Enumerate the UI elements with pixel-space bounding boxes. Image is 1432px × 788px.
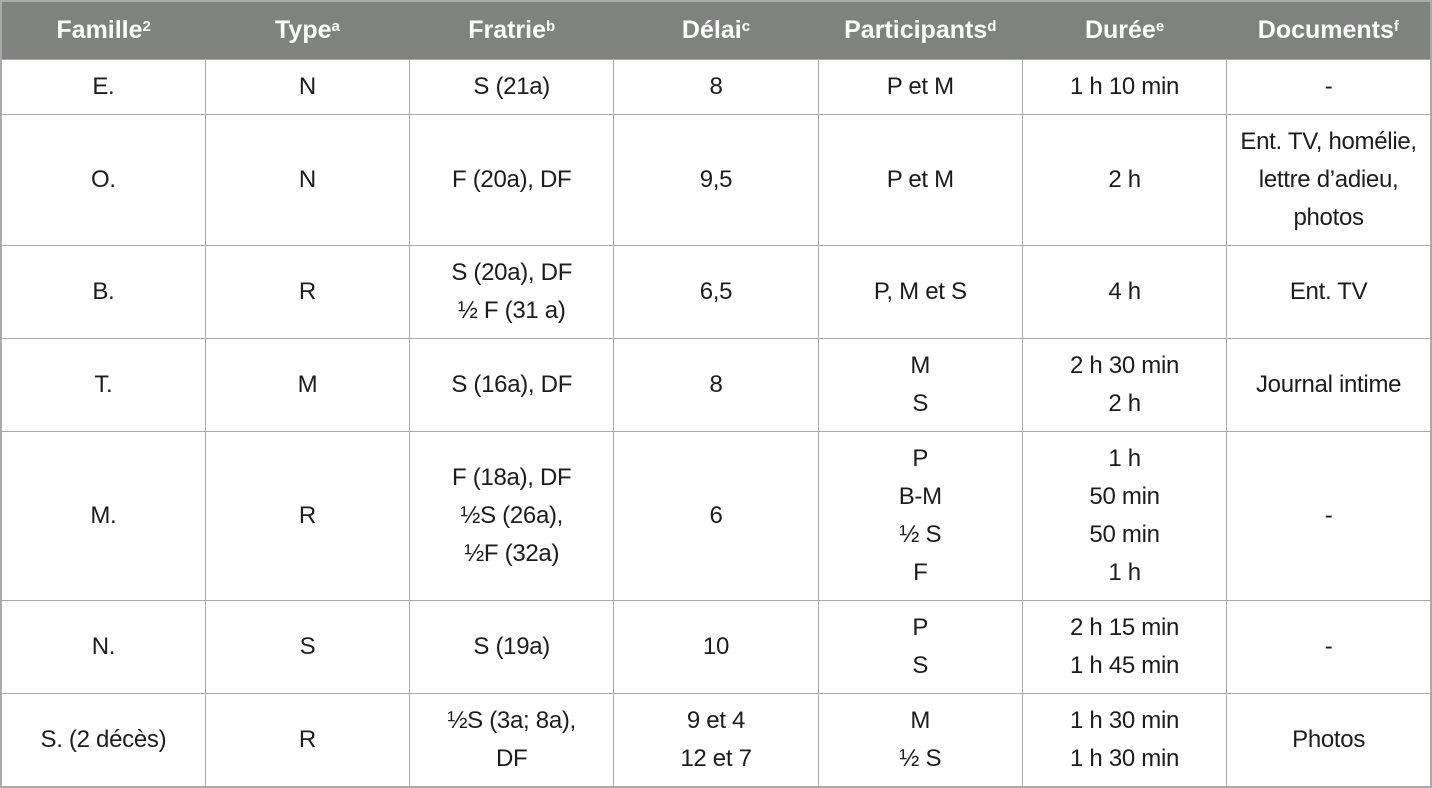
cell-famille: N. (0, 600, 206, 694)
column-header-sup: d (987, 18, 997, 35)
cell-fratrie: ½S (3a; 8a), DF (409, 693, 615, 788)
column-header-sup: b (546, 18, 556, 35)
cell-famille: T. (0, 338, 206, 432)
column-header-participants: Participantsd (818, 1, 1023, 60)
column-header-label: Délai (681, 16, 742, 44)
cell-famille: M. (0, 431, 206, 601)
cell-type: N (204, 114, 411, 246)
cell-famille: B. (0, 245, 206, 339)
cell-fratrie: S (21a) (409, 59, 615, 115)
cell-documents: - (1226, 431, 1432, 601)
cell-delai: 9,5 (613, 114, 819, 246)
column-header-famille: Famille2 (1, 1, 206, 60)
cell-documents: - (1226, 59, 1432, 115)
cell-duree: 2 h (1021, 114, 1228, 246)
column-header-type: Typea (205, 1, 410, 60)
cell-delai: 10 (613, 600, 819, 694)
cell-type: S (204, 600, 411, 694)
cell-delai: 6,5 (613, 245, 819, 339)
cell-fratrie: S (19a) (409, 600, 615, 694)
cell-fratrie: F (20a), DF (409, 114, 615, 246)
table-head: Famille2 Typea Fratrieb Délaic Participantsd… (1, 1, 1431, 60)
cell-duree: 1 h 50 min 50 min 1 h (1021, 431, 1228, 601)
cell-documents: Photos (1226, 693, 1432, 788)
cell-delai: 8 (613, 59, 819, 115)
column-header-sup: f (1393, 18, 1399, 35)
cell-participants: P et M (817, 59, 1023, 115)
cell-duree: 1 h 10 min (1021, 59, 1228, 115)
cell-delai: 8 (613, 338, 819, 432)
column-header-label: Famille (56, 16, 143, 44)
cell-documents: - (1226, 600, 1432, 694)
cell-famille: O. (0, 114, 206, 246)
cell-documents: Ent. TV (1226, 245, 1432, 339)
column-header-duree: Duréee (1022, 1, 1227, 60)
cell-type: R (204, 693, 411, 788)
header-row: Famille2 Typea Fratrieb Délaic Participantsd… (1, 1, 1431, 60)
cell-fratrie: F (18a), DF ½S (26a), ½F (32a) (409, 431, 615, 601)
column-header-fratrie: Fratrieb (409, 1, 614, 60)
cell-duree: 4 h (1021, 245, 1228, 339)
table-row: N. S S (19a) 10 P S 2 h 15 min 1 h 45 min - (0, 600, 1432, 694)
cell-delai: 6 (613, 431, 819, 601)
column-header-label: Documents (1257, 16, 1394, 44)
cell-documents: Journal intime (1226, 338, 1432, 432)
cell-famille: S. (2 décès) (0, 693, 206, 788)
cell-delai: 9 et 4 12 et 7 (613, 693, 819, 788)
cell-type: R (204, 245, 411, 339)
column-header-documents: Documentsf (1226, 1, 1431, 60)
column-header-sup: c (741, 18, 751, 35)
table-row: T. M S (16a), DF 8 M S 2 h 30 min 2 h Journal in… (0, 338, 1432, 432)
cell-duree: 2 h 15 min 1 h 45 min (1021, 600, 1228, 694)
cell-type: N (204, 59, 411, 115)
column-header-label: Durée (1084, 16, 1156, 44)
column-header-sup: 2 (142, 18, 151, 35)
cell-fratrie: S (16a), DF (409, 338, 615, 432)
cell-type: R (204, 431, 411, 601)
cell-participants: P et M (817, 114, 1023, 246)
cell-famille: E. (0, 59, 206, 115)
cell-participants: P, M et S (817, 245, 1023, 339)
cell-duree: 1 h 30 min 1 h 30 min (1021, 693, 1228, 788)
column-header-label: Fratrie (468, 16, 547, 44)
column-header-sup: e (1155, 18, 1165, 35)
cell-documents: Ent. TV, homélie, lettre d’adieu, photos (1226, 114, 1432, 246)
column-header-delai: Délaic (613, 1, 819, 60)
cell-duree: 2 h 30 min 2 h (1021, 338, 1228, 432)
cell-type: M (204, 338, 411, 432)
cell-fratrie: S (20a), DF ½ F (31 a) (409, 245, 615, 339)
column-header-label: Participants (844, 16, 988, 44)
table-row: S. (2 décès) R ½S (3a; 8a), DF 9 et 4 12 et 7… (0, 693, 1432, 788)
column-header-label: Type (275, 16, 332, 44)
column-header-sup: a (331, 18, 340, 35)
